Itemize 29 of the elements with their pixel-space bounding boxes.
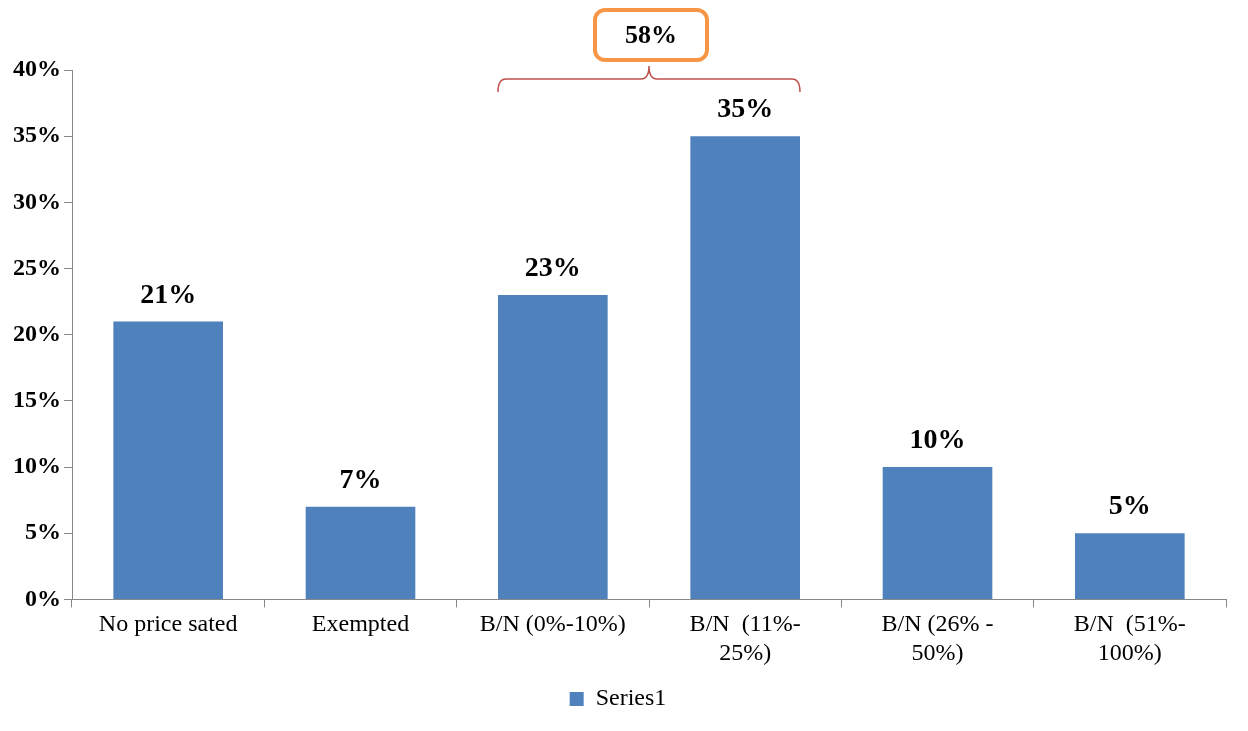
y-tick-label: 15% [13,386,61,413]
y-tick-label: 20% [13,319,61,346]
x-tick-label: B/N (26% - 50%) [881,610,994,665]
y-tick-label: 40% [13,55,61,82]
legend-label: Series1 [595,684,667,711]
bar [690,136,800,599]
y-tick-label: 10% [13,452,61,479]
y-tick-label: 35% [13,121,61,148]
bar [113,321,223,599]
bar [1075,533,1185,599]
y-tick-label: 0% [25,584,61,611]
y-tick-label: 30% [13,187,61,214]
x-tick-label: B/N (11%-25%) [689,610,801,665]
bar [305,506,416,599]
data-label: 7% [339,462,382,494]
data-label: 35% [717,92,774,124]
text: 58% [593,8,709,63]
data-label: 10% [909,423,966,455]
x-tick-label: No price sated [98,610,238,637]
data-label: 23% [524,251,581,283]
x-tick-label: Exempted [311,610,410,637]
x-tick-label: B/N (51%-100%) [1073,610,1186,665]
bar [498,295,608,599]
x-tick-label: B/N (0%-10%) [479,610,626,637]
bar [882,467,993,599]
y-tick-label: 5% [25,518,61,545]
y-tick-label: 25% [13,253,61,280]
data-label: 5% [1108,489,1151,521]
data-label: 21% [140,277,197,309]
